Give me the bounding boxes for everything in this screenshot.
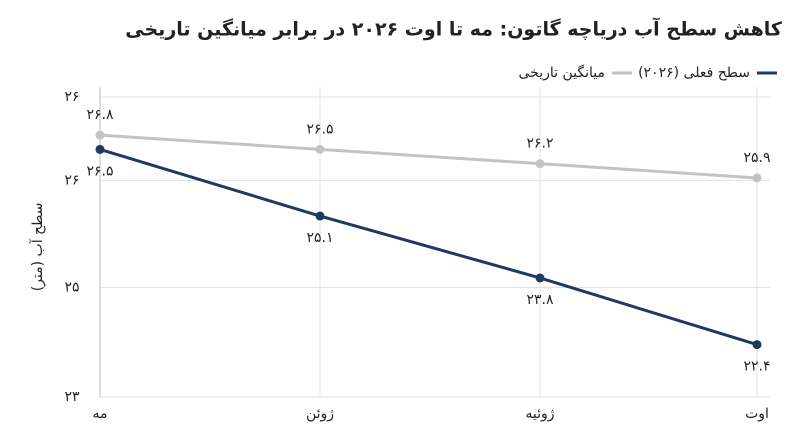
point — [752, 173, 762, 183]
value-label: ۲۵.۹ — [743, 150, 770, 166]
y-tick-label: ۲۶ — [64, 89, 79, 105]
value-label: ۲۶.۸ — [86, 107, 113, 123]
point — [315, 211, 325, 221]
y-tick-label: ۲۳ — [64, 389, 80, 405]
value-label: ۲۲.۴ — [743, 359, 770, 375]
point — [95, 130, 105, 140]
point — [315, 144, 325, 154]
point — [95, 144, 105, 154]
point — [535, 273, 545, 283]
legend-label: میانگین تاریخی — [519, 64, 605, 81]
series-line — [99, 147, 758, 347]
value-label: ۲۵.۱ — [306, 230, 333, 246]
chart-title: کاهش سطح آب دریاچه گاتون: مه تا اوت ۲۰۲۶… — [125, 17, 783, 41]
point — [535, 159, 545, 169]
x-tick-label: ژوئیه — [525, 406, 554, 422]
y-tick-label: ۲۶ — [64, 172, 79, 188]
value-label: ۲۶.۵ — [306, 121, 333, 137]
y-tick-label: ۲۵ — [64, 279, 79, 295]
value-label: ۲۳.۸ — [526, 292, 553, 308]
series-line — [99, 133, 758, 180]
x-tick-label: ژوئن — [306, 406, 334, 422]
value-label: ۲۶.۲ — [526, 136, 553, 152]
x-tick-label: مه — [92, 406, 107, 422]
legend-label: سطح فعلی (۲۰۲۶) — [638, 65, 750, 81]
point — [752, 340, 762, 350]
y-axis-label: سطح آب (متر) — [29, 203, 46, 292]
x-tick-label: اوت — [745, 406, 769, 422]
value-label: ۲۶.۵ — [86, 163, 113, 179]
